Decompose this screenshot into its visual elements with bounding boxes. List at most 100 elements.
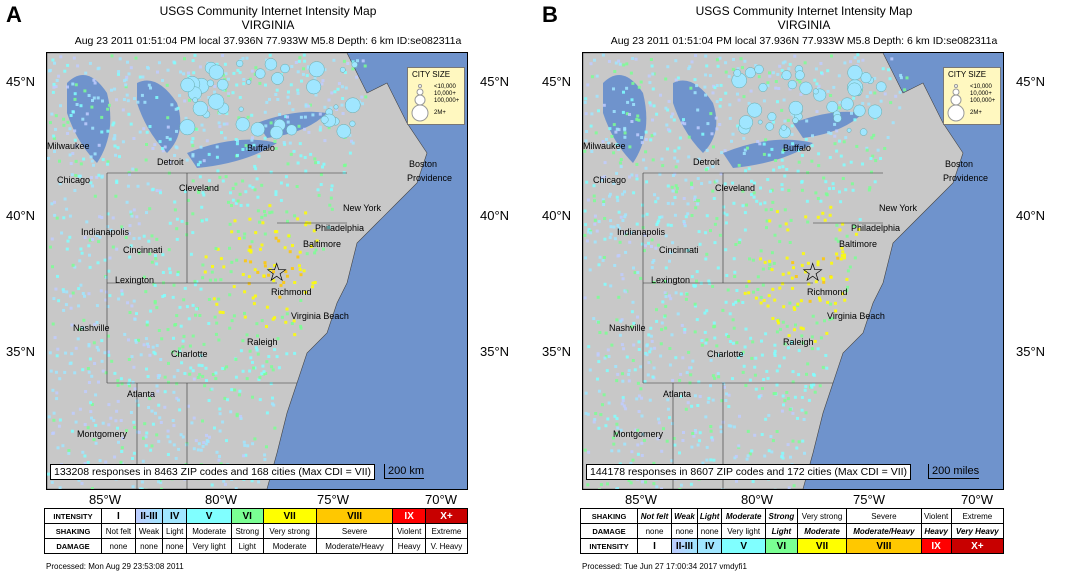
shaking-cell: Moderate (721, 508, 766, 524)
lat-label-35-right: 35°N (480, 344, 510, 359)
city-label: New York (879, 203, 918, 213)
city-label: Raleigh (247, 337, 278, 347)
city-label: Baltimore (839, 239, 878, 249)
intensity-cell: II-III (134, 508, 164, 524)
processed-timestamp: Processed: Mon Aug 29 23:53:08 2011 (46, 562, 184, 571)
damage-cell: Moderate/Heavy (315, 538, 394, 554)
responses-summary: 144178 responses in 8607 ZIP codes and 1… (586, 464, 912, 480)
city-label: Cleveland (179, 183, 220, 193)
city-label: Charlotte (171, 349, 208, 359)
map-panel-a: A USGS Community Internet Intensity Map … (6, 2, 510, 571)
map-region: VIRGINIA (241, 18, 295, 32)
intensity-cell: VI (230, 508, 264, 524)
city-label: Lexington (115, 275, 155, 285)
city-label: Buffalo (247, 143, 275, 153)
lat-label-35: 35°N (542, 344, 572, 359)
city-label: Atlanta (127, 389, 156, 399)
city-label: Milwaukee (47, 141, 90, 151)
shaking-cell: Violent (392, 523, 426, 539)
intensity-legend-a: INTENSITY I II-III IV V VI VII VIII IX X… (44, 508, 469, 554)
lat-label-45: 45°N (6, 74, 36, 89)
intensity-legend-b: SHAKING Not felt Weak Light Moderate Str… (580, 508, 1005, 554)
legend-row-label: DAMAGE (44, 538, 102, 554)
city-label: Detroit (157, 157, 184, 167)
city-label: Buffalo (783, 143, 811, 153)
scale-bar-label: 200 miles (928, 464, 980, 479)
legend-row-label: DAMAGE (580, 523, 638, 539)
damage-cell: none (696, 523, 723, 539)
intensity-cell: I (101, 508, 136, 524)
city-size-legend: CITY SIZE <10,000 10,000+ 100,000+ 2M+ (407, 67, 465, 125)
city-label: Richmond (807, 287, 848, 297)
lat-label-40: 40°N (6, 208, 36, 223)
lon-label-70: 70°W (425, 492, 457, 507)
epicenter-star-icon: ☆ (801, 257, 825, 287)
city-label: New York (343, 203, 382, 213)
lat-label-40-right: 40°N (480, 208, 510, 223)
map-title: USGS Community Internet Intensity Map (695, 4, 913, 18)
map-region: VIRGINIA (777, 18, 831, 32)
lon-label-85: 85°W (625, 492, 657, 507)
damage-cell: Very light (721, 523, 766, 539)
intensity-cell: IX (392, 508, 426, 524)
legend-row-label: INTENSITY (44, 508, 102, 524)
intensity-cell: X+ (424, 508, 469, 524)
intensity-cell: VII (262, 508, 317, 524)
lat-label-45-right: 45°N (1016, 74, 1046, 89)
shaking-cell: Severe (315, 523, 394, 539)
city-label: Charlotte (707, 349, 744, 359)
intensity-cell: X+ (950, 538, 1005, 554)
city-size-entry: 2M+ (434, 110, 446, 116)
shaking-cell: Weak (134, 523, 164, 539)
damage-cell: none (162, 538, 188, 554)
intensity-cell: VII (796, 538, 848, 554)
city-label: Virginia Beach (827, 311, 885, 321)
city-size-title: CITY SIZE (412, 70, 451, 79)
city-size-entry: <10,000 (434, 84, 456, 90)
panel-label: B (542, 2, 558, 27)
lon-label-85: 85°W (89, 492, 121, 507)
city-label: Philadelphia (315, 223, 365, 233)
city-size-legend: CITY SIZE <10,000 10,000+ 100,000+ 2M+ (943, 67, 1001, 125)
intensity-cell: I (636, 538, 673, 554)
damage-cell: Light (764, 523, 798, 539)
scale-bar-label: 200 km (384, 464, 425, 479)
city-label: Nashville (609, 323, 646, 333)
epicenter-star-icon: ☆ (265, 257, 289, 287)
damage-cell: none (671, 523, 698, 539)
shaking-cell: Moderate (186, 523, 232, 539)
lat-label-45-right: 45°N (480, 74, 510, 89)
shaking-cell: Light (696, 508, 723, 524)
city-label: Atlanta (663, 389, 692, 399)
intensity-cell: IV (162, 508, 188, 524)
responses-summary: 133208 responses in 8463 ZIP codes and 1… (50, 464, 376, 480)
city-label: Providence (407, 173, 453, 183)
city-label: Milwaukee (583, 141, 626, 151)
city-label: Boston (945, 159, 974, 169)
damage-cell: Light (230, 538, 264, 554)
city-label: Indianapolis (81, 227, 130, 237)
damage-cell: Moderate (796, 523, 848, 539)
intensity-cell: V (186, 508, 232, 524)
shaking-cell: Very strong (796, 508, 848, 524)
city-size-entry: 2M+ (970, 110, 982, 116)
damage-cell: Heavy (392, 538, 426, 554)
shaking-cell: Extreme (950, 508, 1005, 524)
city-size-entry: 100,000+ (970, 98, 996, 104)
city-label: Chicago (593, 175, 627, 185)
damage-cell: Very light (186, 538, 232, 554)
shaking-cell: Severe (846, 508, 922, 524)
legend-row-label: INTENSITY (580, 538, 638, 554)
shaking-cell: Not felt (101, 523, 136, 539)
lon-label-80: 80°W (741, 492, 773, 507)
city-label: Montgomery (77, 429, 128, 439)
shaking-cell: Strong (230, 523, 264, 539)
intensity-map: CITY SIZE <10,000 10,000+ 100,000+ 2M+ M… (582, 52, 1004, 490)
intensity-cell: VI (764, 538, 798, 554)
city-label: Cincinnati (123, 245, 163, 255)
intensity-cell: VIII (846, 538, 922, 554)
damage-cell: Moderate (262, 538, 317, 554)
lon-label-80: 80°W (205, 492, 237, 507)
city-label: Cincinnati (659, 245, 699, 255)
city-size-entry: 100,000+ (434, 98, 460, 104)
